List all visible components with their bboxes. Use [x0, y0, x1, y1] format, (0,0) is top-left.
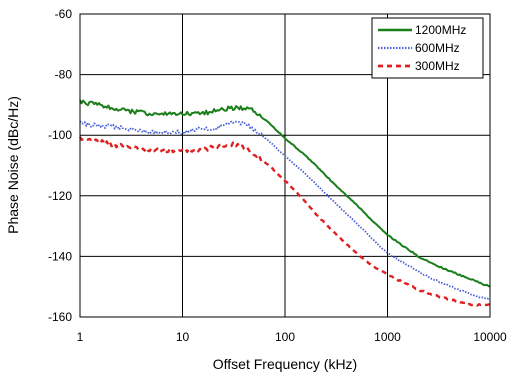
legend-label: 300MHz — [415, 59, 460, 73]
legend-label: 1200MHz — [415, 23, 466, 37]
y-tick-label: -100 — [48, 128, 72, 142]
y-tick-label: -160 — [48, 310, 72, 324]
x-tick-label: 1000 — [374, 330, 401, 344]
x-tick-label: 10 — [176, 330, 190, 344]
y-tick-label: -140 — [48, 249, 72, 263]
y-axis-label: Phase Noise (dBc/Hz) — [5, 96, 21, 234]
y-tick-label: -80 — [55, 68, 73, 82]
x-tick-label: 10000 — [473, 330, 507, 344]
x-tick-label: 100 — [275, 330, 295, 344]
y-tick-label: -60 — [55, 7, 73, 21]
legend: 1200MHz 600MHz 300MHz — [372, 18, 483, 78]
x-tick-label: 1 — [77, 330, 84, 344]
y-tick-label: -120 — [48, 189, 72, 203]
x-axis-label: Offset Frequency (kHz) — [213, 356, 357, 372]
legend-label: 600MHz — [415, 41, 460, 55]
